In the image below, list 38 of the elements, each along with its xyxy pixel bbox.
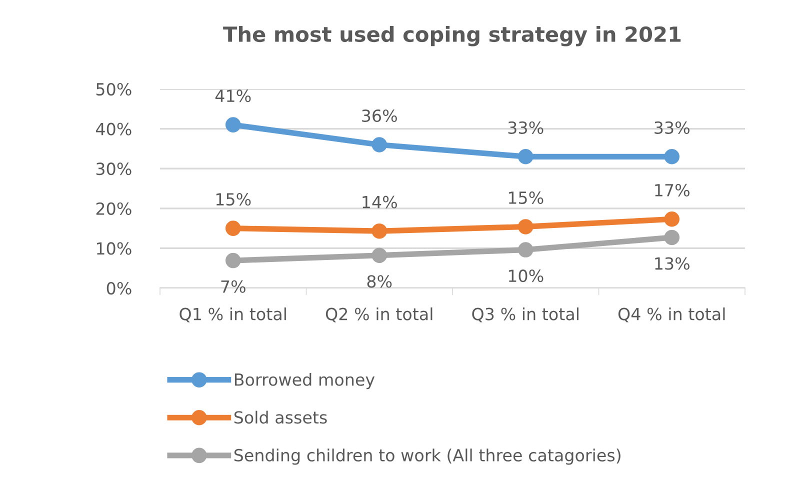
point [225, 220, 241, 236]
point [664, 230, 680, 246]
point [664, 212, 680, 227]
x-tick-label: Q3 % in total [472, 307, 578, 322]
point [372, 248, 388, 264]
data-label: 17% [655, 184, 690, 196]
point [225, 252, 241, 268]
point [664, 149, 680, 164]
chart-title: The most used coping strategy in 2021 [223, 26, 681, 46]
legend-label: Borrowed money [234, 373, 375, 390]
data-label: 14% [362, 196, 397, 208]
y-tick-label: 0% [106, 282, 132, 295]
y-tick-label: 20% [96, 202, 132, 215]
data-label: 33% [508, 121, 544, 134]
data-label: 8% [367, 275, 392, 288]
data-label: 36% [362, 109, 397, 122]
data-label: 15% [508, 191, 544, 204]
point [518, 242, 534, 258]
data-label: 33% [654, 121, 690, 134]
legend-label: Sending children to work (All three catagories) [234, 448, 620, 465]
legend-label: Sold assets [234, 410, 327, 424]
point [518, 219, 534, 234]
x-tick-label: Q2 % in total [326, 307, 432, 322]
point [372, 137, 388, 152]
y-tick-label: 30% [96, 162, 132, 176]
point [518, 149, 534, 164]
y-tick-label: 10% [97, 242, 132, 255]
x-tick-label: Q4 % in total [618, 307, 725, 322]
point [225, 117, 241, 132]
point [372, 223, 388, 239]
y-tick-label: 40% [96, 122, 132, 136]
data-label: 7% [221, 280, 246, 293]
data-label: 15% [216, 193, 251, 206]
y-tick-label: 50% [96, 82, 132, 96]
data-label: 41% [215, 90, 251, 102]
data-label: 10% [508, 270, 544, 282]
x-tick-label: Q1 % in total [180, 307, 286, 322]
data-label: 13% [655, 257, 690, 270]
